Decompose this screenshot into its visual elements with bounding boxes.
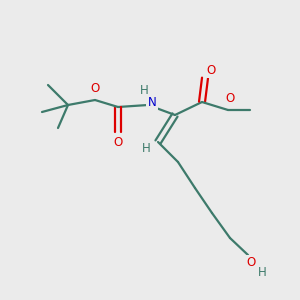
Text: H: H	[258, 266, 266, 280]
Text: O: O	[113, 136, 123, 148]
Text: N: N	[148, 95, 156, 109]
Text: H: H	[140, 85, 148, 98]
Text: O: O	[206, 64, 216, 76]
Text: O: O	[225, 92, 235, 106]
Text: O: O	[90, 82, 100, 94]
Text: H: H	[142, 142, 150, 154]
Text: O: O	[246, 256, 256, 269]
